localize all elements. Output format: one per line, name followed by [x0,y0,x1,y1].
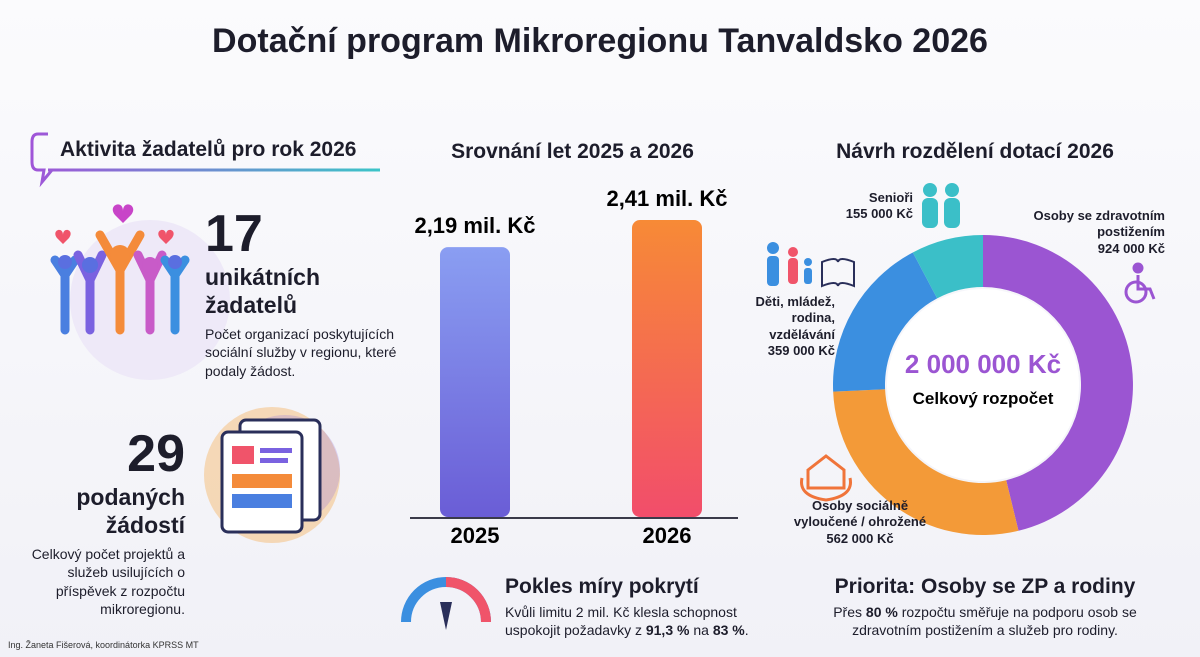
section-heading: Aktivita žadatelů pro rok 2026 [60,138,357,161]
value-label: 359 000 Kč [767,342,835,358]
wheelchair-icon [1124,262,1156,304]
value-label: 924 000 Kč [1097,240,1165,256]
stat-number: 17 [205,205,263,263]
category-label: Senioři [868,190,913,205]
value-label: 562 000 Kč [826,530,894,546]
shelter-icon [800,454,852,502]
center-value: 2 000 000 Kč [905,349,1061,379]
section-heading: Návrh rozdělení dotací 2026 [836,140,1114,163]
people-icon [50,204,230,380]
donut-hole [887,289,1079,481]
category-label: Osoby se zdravotním postižením [1033,208,1165,240]
category-label: Osoby sociálně vyloučené / ohrožené [793,498,927,530]
bar [440,247,510,517]
x-tick-label: 2025 [451,523,500,548]
note-heading: Pokles míry pokrytí [505,575,699,598]
note-heading: Priorita: Osoby se ZP a rodiny [834,575,1136,598]
text: . [744,622,749,639]
stat-text: Celkový počet projektů a služeb usilujíc… [31,546,185,617]
text: na [689,622,713,639]
footer: Ing. Žaneta Fišerová, koordinátorka KPRS… [8,640,199,650]
note: Pokles míry pokrytí Kvůli limitu 2 mil. … [505,575,785,639]
donut-slice [983,235,1133,531]
text: Kvůli limitu 2 mil. Kč klesla schopnost … [505,604,737,639]
seniors-icon [922,183,960,228]
text: Přes [833,604,866,620]
slice-label: Osoby sociálně vyloučené / ohrožené 562 0… [780,498,940,547]
slice-label: Děti, mládež, rodina, vzdělávání 359 000 … [735,294,835,359]
center-label: Celkový rozpočet [913,389,1054,408]
slice-label: Osoby se zdravotním postižením 924 000 Kč [1015,208,1165,257]
slice-label: Senioři 155 000 Kč [815,190,913,223]
note: Priorita: Osoby se ZP a rodiny Přes 80 %… [820,575,1150,639]
donut-slice [912,235,983,299]
donut-slice [833,252,938,392]
stat: 17 unikátních žadatelů Počet organizací … [205,208,405,380]
text: 91,3 % [645,622,690,639]
value-label: 155 000 Kč [845,206,913,222]
text: rozpočtu směřuje na podporu osob se zdra… [852,604,1137,639]
stat-number: 29 [127,425,185,483]
note-text: Kvůli limitu 2 mil. Kč klesla schopnost … [505,603,785,639]
text: 83 % [712,622,745,639]
bar [632,220,702,517]
category-label: Děti, mládež, rodina, vzdělávání [755,294,835,342]
section-heading: Srovnání let 2025 a 2026 [451,140,694,163]
stat-label: podaných žádostí [76,484,185,538]
value-label: 2,19 mil. Kč [414,213,535,238]
family-icon [767,242,855,288]
stat-label: unikátních žadatelů [205,264,321,318]
value-label: 2,41 mil. Kč [606,186,727,211]
stat-text: Počet organizací poskytujících sociální … [205,326,397,379]
stat: 29 podaných žádostí Celkový počet projek… [20,428,185,618]
gauge-icon [401,577,491,630]
donut-slice [833,389,1019,535]
note-text: Přes 80 % rozpočtu směřuje na podporu os… [820,603,1150,639]
heading-decoration [30,132,380,188]
text: 80 % [865,604,898,620]
documents-icon [204,407,340,543]
x-tick-label: 2026 [643,523,692,548]
title: Dotační program Mikroregionu Tanvaldsko … [212,22,988,60]
